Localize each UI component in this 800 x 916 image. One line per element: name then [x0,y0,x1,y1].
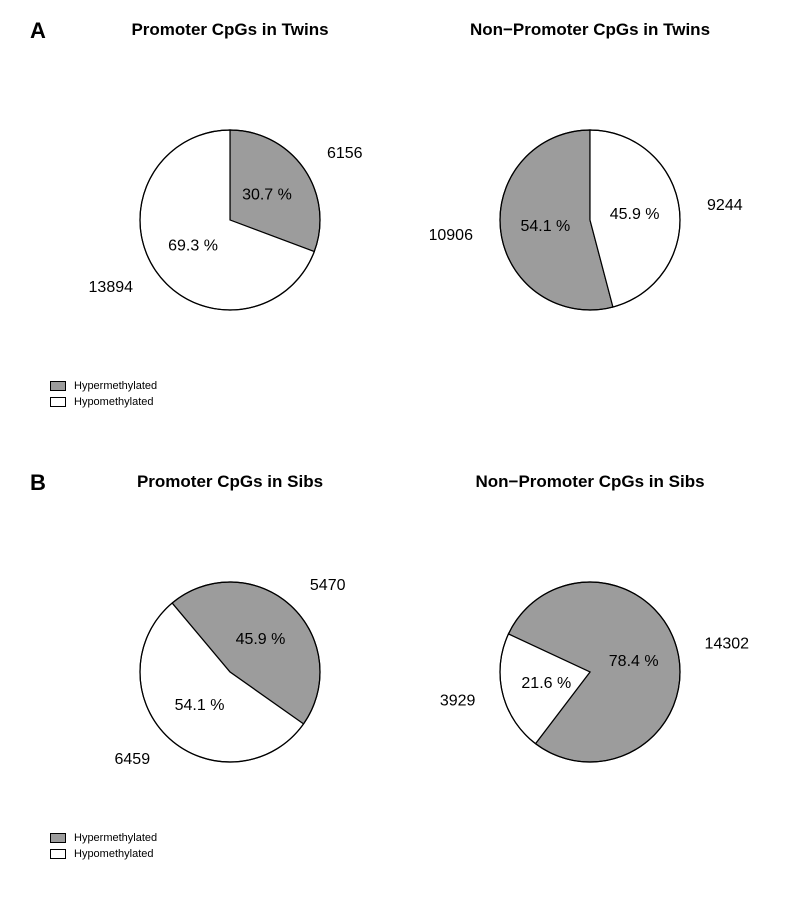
legend: Hypermethylated Hypomethylated [50,830,157,862]
pie-count-label: 10906 [430,227,473,244]
pie-count-label: 6156 [327,145,363,162]
figure-page: A B Promoter CpGs in Twins Non−Promoter … [0,0,800,916]
chart-title: Promoter CpGs in Twins [70,20,390,40]
legend-item: Hypermethylated [50,378,157,394]
chart-title: Promoter CpGs in Sibs [70,472,390,492]
pie-chart: 54.1 % 10906 45.9 % 9244 [430,60,750,380]
legend-label: Hypermethylated [74,380,157,392]
legend-swatch-icon [50,381,66,391]
pie-chart: 45.9 % 5470 54.1 % 6459 [70,512,390,832]
legend-label: Hypomethylated [74,848,154,860]
pie-svg: 30.7 % 6156 69.3 % 13894 [70,60,390,380]
pie-percent-label: 30.7 % [242,186,292,203]
chart-title: Non−Promoter CpGs in Sibs [430,472,750,492]
legend-label: Hypomethylated [74,396,154,408]
pie-count-label: 5470 [310,577,346,594]
pie-count-label: 13894 [89,279,134,296]
pie-count-label: 3929 [440,692,476,709]
legend-swatch-icon [50,849,66,859]
pie-svg: 45.9 % 5470 54.1 % 6459 [70,512,390,832]
legend: Hypermethylated Hypomethylated [50,378,157,410]
pie-count-label: 9244 [707,197,743,214]
pie-chart: 78.4 % 14302 21.6 % 3929 [430,512,750,832]
chart-title: Non−Promoter CpGs in Twins [430,20,750,40]
panel-label-a: A [30,18,46,44]
legend-item: Hypermethylated [50,830,157,846]
legend-item: Hypomethylated [50,846,157,862]
legend-item: Hypomethylated [50,394,157,410]
pie-percent-label: 21.6 % [521,675,571,692]
pie-svg: 78.4 % 14302 21.6 % 3929 [430,512,750,832]
legend-swatch-icon [50,397,66,407]
pie-count-label: 6459 [115,751,151,768]
pie-percent-label: 45.9 % [610,206,660,223]
pie-percent-label: 78.4 % [609,653,659,670]
pie-svg: 54.1 % 10906 45.9 % 9244 [430,60,750,380]
pie-percent-label: 69.3 % [168,238,218,255]
legend-label: Hypermethylated [74,832,157,844]
pie-chart: 30.7 % 6156 69.3 % 13894 [70,60,390,380]
panel-label-b: B [30,470,46,496]
pie-percent-label: 45.9 % [236,631,286,648]
pie-count-label: 14302 [705,636,750,653]
pie-percent-label: 54.1 % [520,218,570,235]
legend-swatch-icon [50,833,66,843]
pie-percent-label: 54.1 % [175,697,225,714]
